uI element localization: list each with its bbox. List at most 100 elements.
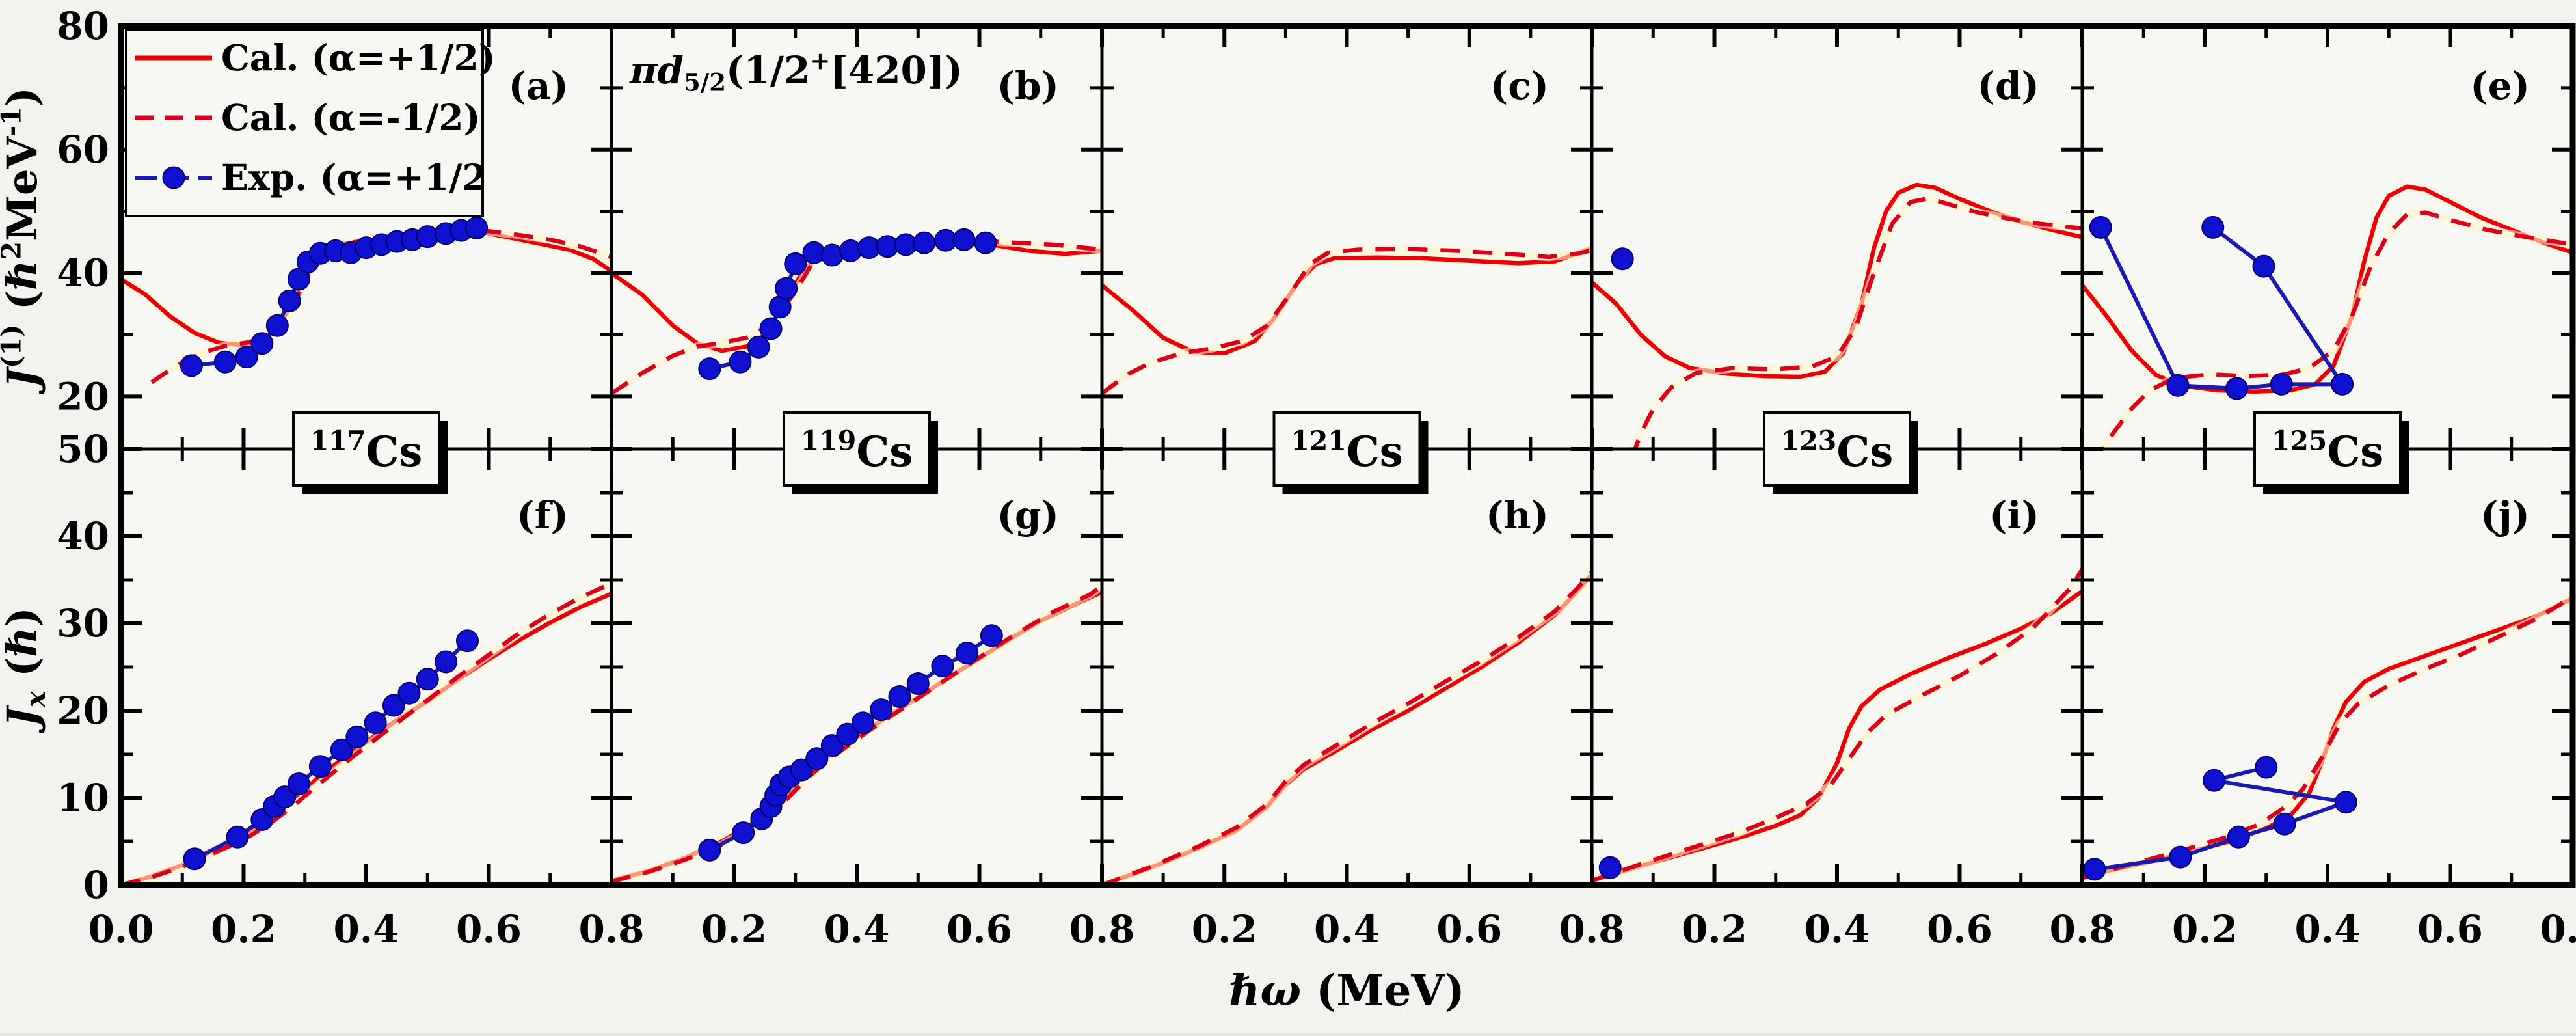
panel-f-exp-point-5 — [287, 772, 310, 796]
panel-b-curves — [611, 228, 1102, 398]
panel-e-exp-point-4 — [2331, 372, 2354, 396]
panel-g-cal-minus-curve — [611, 584, 1102, 884]
ytick-top-40: 40 — [57, 251, 109, 295]
panel-g-exp-point-12 — [870, 698, 893, 722]
ytick-bottom-10: 10 — [57, 776, 109, 820]
legend-sample-exp-dot — [162, 166, 185, 189]
panel-j-cal-minus-curve — [2082, 592, 2573, 880]
panel-g-exp-point-17 — [980, 624, 1003, 648]
isotope-box-frame — [1272, 411, 1421, 487]
panel-i-cal-minus-curve — [1592, 568, 2082, 883]
panel-g-exp-point-10 — [836, 722, 859, 746]
panel-g-exp-point-15 — [931, 655, 954, 678]
ytick-top-20: 20 — [57, 374, 109, 418]
ytick-top-60: 60 — [57, 128, 109, 172]
panel-b-exp-point-16 — [974, 231, 997, 254]
panel-b-exp-point-5 — [775, 277, 798, 300]
panel-letter-h: (h) — [1486, 493, 1549, 538]
panel-e-exp-point-2 — [2225, 377, 2249, 400]
panel-g-exp-point-7 — [790, 758, 813, 782]
x-axis-title: ℏω (MeV) — [1229, 965, 1465, 1016]
panel-a-exp-point-18 — [465, 216, 489, 239]
xtick-col1-0.2: 0.2 — [701, 907, 767, 951]
y-axis-title-bottom: Jx (ℏ) — [0, 607, 51, 734]
isotope-box-119Cs — [783, 411, 938, 494]
xtick-col4-0.6: 0.6 — [2417, 907, 2483, 951]
ytick-top-80: 80 — [57, 4, 109, 48]
panel-g-exp-point-13 — [888, 685, 911, 709]
panel-letter-f: (f) — [517, 493, 569, 538]
ytick-bottom-20: 20 — [57, 688, 109, 733]
panel-j-exp-point-2 — [2227, 825, 2250, 849]
xtick-boundary-4: 0.8 — [2540, 907, 2576, 951]
panel-j-exp-point-1 — [2169, 845, 2192, 869]
panel-c-curves — [1102, 244, 1592, 397]
panel-f-exp-point-11 — [397, 681, 421, 705]
panel-b-exp-point-2 — [747, 335, 770, 359]
panel-f-curves — [121, 579, 611, 885]
panel-j-exp-point-0 — [2083, 858, 2106, 881]
isotope-box-frame — [783, 411, 931, 487]
xtick-boundary-2: 0.8 — [1559, 907, 1625, 951]
isotope-box-117Cs — [292, 411, 448, 494]
panel-b-exp-point-0 — [698, 357, 721, 381]
panel-e-curves — [2082, 182, 2573, 449]
panel-d-cal-minus-curve — [1633, 196, 2082, 449]
xtick-boundary-1: 0.8 — [1069, 907, 1135, 951]
panel-g-exp-point-16 — [956, 642, 979, 665]
xtick-col2-0.4: 0.4 — [1314, 907, 1380, 951]
panel-letter-g: (g) — [997, 493, 1059, 538]
panel-f-exp-point-9 — [364, 711, 387, 735]
panel-letter-e: (e) — [2470, 64, 2530, 108]
xtick-col3-0.6: 0.6 — [1927, 907, 1992, 951]
isotope-box-123Cs — [1763, 411, 1918, 494]
xtick-col0-0.2: 0.2 — [211, 907, 276, 951]
panel-letter-i: (i) — [1989, 493, 2039, 538]
ytick-bottom-0: 0 — [83, 863, 109, 907]
panel-a-exp-point-3 — [250, 332, 274, 355]
panel-b-exp-point-6 — [784, 252, 807, 275]
panel-letter-a: (a) — [509, 64, 569, 108]
panel-e-cal-minus-halo — [2099, 208, 2573, 449]
ytick-bottom-40: 40 — [57, 514, 109, 558]
panel-b-exp-point-1 — [729, 350, 752, 374]
isotope-box-121Cs — [1272, 411, 1429, 494]
panel-i-curves — [1592, 567, 2082, 885]
panel-f-exp-point-4 — [273, 785, 297, 809]
panel-a-curves — [121, 216, 611, 386]
panel-a-cal-minus-curve — [150, 226, 611, 385]
xtick-boundary-0: 0.8 — [579, 907, 645, 951]
ytick-bottom-50: 50 — [57, 427, 109, 471]
panel-a-exp-point-5 — [278, 289, 301, 312]
panel-a-exp-point-1 — [213, 350, 237, 374]
xtick-col0-0.4: 0.4 — [334, 907, 399, 951]
isotope-label-123: 123Cs — [1781, 426, 1894, 476]
xtick-col2-0.6: 0.6 — [1436, 907, 1502, 951]
panel-letter-c: (c) — [1490, 64, 1549, 108]
panel-f-exp-point-7 — [330, 738, 353, 761]
panel-g-exp-point-11 — [851, 711, 874, 735]
panel-h-cal-minus-curve — [1102, 570, 1592, 885]
panel-a-exp-point-2 — [235, 346, 258, 369]
panel-g-exp-point-14 — [906, 672, 930, 695]
panel-b-exp-point-13 — [913, 231, 936, 254]
panel-g-exp-point-1 — [732, 821, 755, 845]
panel-g-exp-point-9 — [820, 734, 844, 757]
panel-f-exp-point-1 — [226, 825, 249, 849]
isotope-box-125Cs — [2253, 411, 2409, 494]
panel-b-exp-point-15 — [952, 228, 976, 251]
panel-j-exp-point-5 — [2203, 769, 2226, 792]
isotope-box-frame — [1763, 411, 1911, 487]
isotope-label-121: 121Cs — [1291, 426, 1403, 476]
isotope-label-125: 125Cs — [2272, 426, 2384, 476]
panel-d-exp-point-0 — [1611, 247, 1634, 271]
panel-letter-b: (b) — [997, 64, 1059, 108]
panel-i-exp-point-0 — [1598, 856, 1622, 879]
panel-j-exp-point-4 — [2334, 791, 2357, 814]
panel-j-exp-point-6 — [2255, 756, 2278, 779]
panel-g-exp-point-8 — [805, 747, 829, 770]
xtick-col3-0.2: 0.2 — [1682, 907, 1747, 951]
panel-e-exp-point-1 — [2166, 374, 2190, 397]
